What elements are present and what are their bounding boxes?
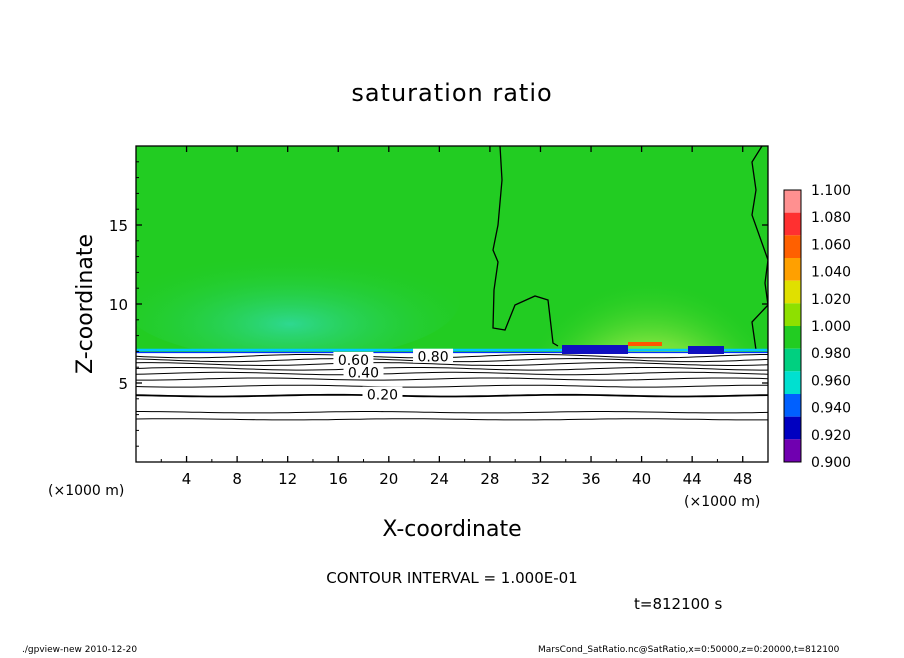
chart-title: saturation ratio	[351, 79, 552, 107]
contour-line	[136, 418, 768, 421]
footer-left-note: ./gpview-new 2010-12-20	[22, 645, 137, 654]
x-tick-label: 24	[430, 470, 449, 488]
cool-region	[136, 240, 460, 360]
contour-line	[136, 384, 768, 388]
x-tick-label: 12	[278, 470, 297, 488]
contour-label: 0.40	[348, 366, 379, 382]
x-tick-label: 36	[581, 470, 600, 488]
x-ticks: 4 8 12 16 20 24 28 32 36 40 44 48	[160, 146, 752, 488]
colorbar-tick-label: 0.940	[811, 401, 851, 417]
contour-label: 0.80	[417, 350, 448, 366]
colorbar-tick-label: 0.980	[811, 346, 851, 362]
time-label: t=812100 s	[634, 595, 722, 613]
colorbar-tick-label: 1.060	[811, 237, 851, 253]
contour-label: 0.60	[338, 353, 369, 369]
x-unit-label: (×1000 m)	[48, 483, 124, 499]
plot-area	[136, 146, 768, 462]
dry-region	[136, 352, 768, 462]
x-tick-label: 40	[632, 470, 651, 488]
x-tick-label: 4	[182, 470, 192, 488]
contour-line	[136, 362, 768, 367]
y-ticks: 5 10 15	[109, 161, 768, 447]
colorbar-tick-label: 0.920	[811, 428, 851, 444]
contour-lines	[136, 354, 768, 421]
contour-label: 0.20	[367, 388, 398, 404]
colorbar-swatch	[784, 394, 801, 417]
colorbar-swatch	[784, 371, 801, 394]
x-tick-label: 48	[733, 470, 752, 488]
footer-right-note: MarsCond_SatRatio.nc@SatRatio,x=0:50000,…	[538, 645, 840, 654]
x-tick-label: 8	[232, 470, 242, 488]
x-unit-label-right: (×1000 m)	[684, 494, 760, 510]
contour-label-bg	[333, 351, 374, 366]
x-tick-label: 20	[379, 470, 398, 488]
colorbar-tick-label: 1.000	[811, 319, 851, 335]
colorbar-tick-label: 0.900	[811, 455, 851, 471]
colorbar-tick-label: 1.040	[811, 265, 851, 281]
colorbar-swatch	[784, 258, 801, 281]
contour-label-bg	[343, 364, 384, 379]
y-axis-title: Z-coordinate	[73, 234, 98, 374]
x-tick-label: 16	[329, 470, 348, 488]
high-saturation-patch	[628, 342, 662, 346]
contour-labels: 0.20 0.400.60 0.80	[333, 348, 454, 404]
unity-contour-right	[751, 146, 768, 351]
contour-line	[136, 377, 768, 381]
colorbar-swatch	[784, 190, 801, 213]
colorbar-swatch	[784, 348, 801, 372]
colorbar-tick-label: 1.080	[811, 210, 851, 226]
colorbar-swatch	[784, 212, 801, 236]
colorbar-swatch	[784, 280, 801, 304]
x-tick-label: 44	[683, 470, 702, 488]
contour-label-bg	[413, 348, 454, 363]
contour-line	[136, 371, 768, 376]
colorbar-swatch	[784, 416, 801, 440]
y-tick-label: 15	[109, 217, 128, 235]
x-axis-title: X-coordinate	[382, 517, 521, 542]
contour-line	[136, 393, 768, 398]
unity-contour	[492, 146, 559, 347]
contour-line	[136, 367, 768, 371]
colorbar-swatch	[784, 303, 801, 326]
colorbar-tick-label: 1.100	[811, 183, 851, 199]
low-saturation-patch-1	[562, 345, 628, 354]
y-tick-label: 5	[118, 375, 128, 393]
contour-interval: CONTOUR INTERVAL = 1.000E-01	[326, 569, 577, 587]
colorbar-frame	[783, 189, 802, 463]
colorbar-tick-label: 1.020	[811, 292, 851, 308]
contour-line	[136, 411, 768, 414]
x-tick-label: 28	[480, 470, 499, 488]
colorbar-swatch	[784, 326, 801, 349]
contour-label-bg	[362, 386, 403, 401]
colorbar-swatch	[784, 439, 801, 462]
colorbar: 1.100 1.080 1.060 1.040 1.020 1.000 0.980 0.960…	[783, 183, 851, 471]
x-tick-label: 32	[531, 470, 550, 488]
low-saturation-patch-2	[688, 346, 724, 354]
colorbar-tick-label: 0.960	[811, 373, 851, 389]
y-tick-label: 10	[109, 296, 128, 314]
colorbar-swatch	[784, 235, 801, 258]
